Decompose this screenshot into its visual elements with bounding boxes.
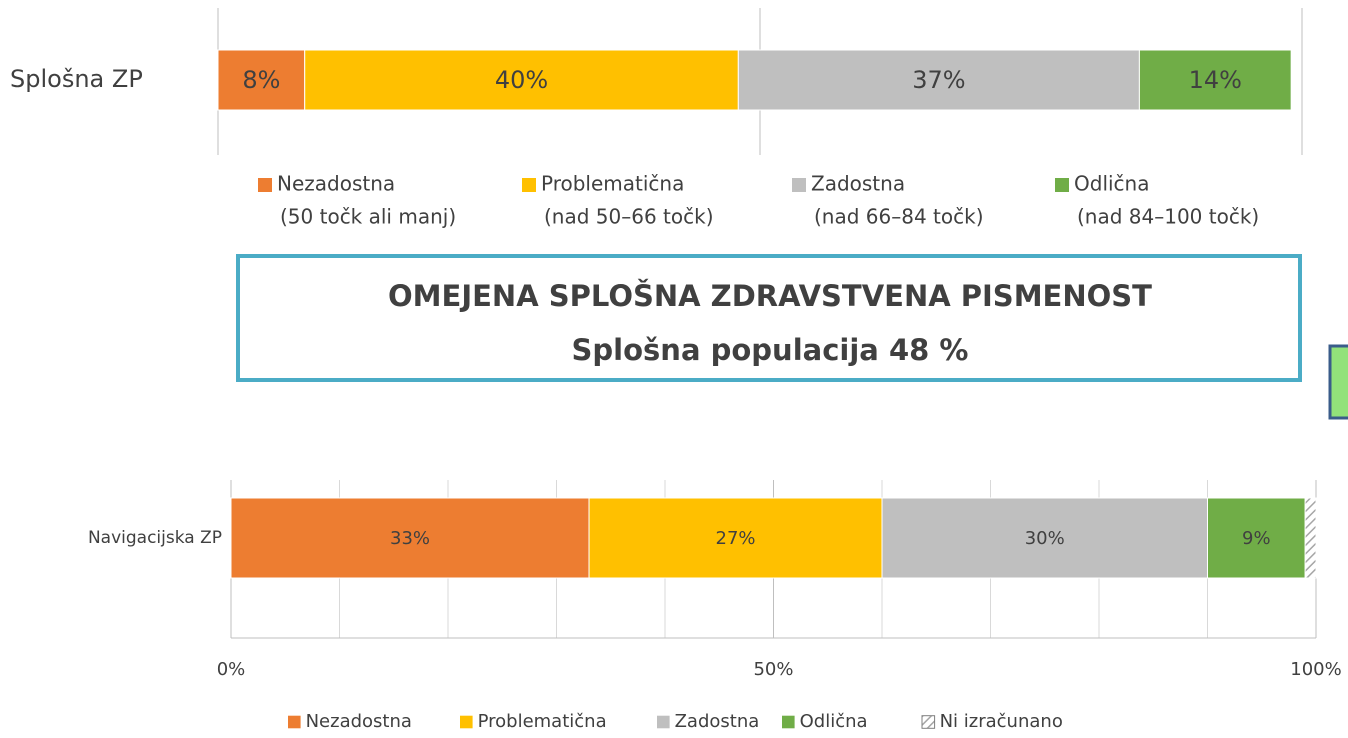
bar-segment — [1138, 49, 1292, 111]
x-tick-label: 0% — [217, 659, 246, 680]
bar-segment — [230, 497, 590, 579]
data-label: 8% — [242, 66, 280, 94]
legend-label: Nezadostna — [306, 711, 412, 732]
data-label: 27% — [716, 528, 756, 549]
bar-segment — [217, 49, 306, 111]
callout-box — [236, 254, 1302, 382]
data-label: 33% — [390, 528, 430, 549]
legend-swatch — [460, 715, 473, 729]
legend-swatch — [1055, 178, 1069, 192]
legend-label: Problematična — [478, 711, 607, 732]
legend-label: Ni izračunano — [940, 711, 1063, 732]
bar-segment — [304, 49, 739, 111]
legend-label: Odlična — [800, 711, 868, 732]
data-label: 9% — [1242, 528, 1271, 549]
bar-segment — [1304, 497, 1317, 579]
partial-shape — [1328, 344, 1348, 420]
legend-note: (50 točk ali manj) — [280, 205, 456, 229]
data-label: 14% — [1189, 66, 1242, 94]
legend-swatch — [288, 715, 301, 729]
data-label: 40% — [495, 66, 548, 94]
data-label: 30% — [1025, 528, 1065, 549]
x-tick-label: 50% — [753, 659, 793, 680]
legend-label: Odlična — [1074, 172, 1149, 196]
legend-label: Zadostna — [675, 711, 760, 732]
category-label: Navigacijska ZP — [88, 528, 222, 548]
legend-note: (nad 66–84 točk) — [814, 205, 984, 229]
legend-swatch — [782, 715, 795, 729]
legend-label: Nezadostna — [277, 172, 395, 196]
bar-segment — [881, 497, 1208, 579]
legend-note: (nad 50–66 točk) — [544, 205, 714, 229]
callout-line: OMEJENA SPLOŠNA ZDRAVSTVENA PISMENOST — [388, 279, 1152, 313]
legend-swatch — [258, 178, 272, 192]
callout-line: Splošna populacija 48 % — [572, 333, 969, 367]
legend-label: Problematična — [541, 172, 684, 196]
bar-segment — [1207, 497, 1306, 579]
legend-label: Zadostna — [811, 172, 905, 196]
bar-segment — [737, 49, 1140, 111]
x-tick-label: 100% — [1290, 659, 1341, 680]
legend-swatch — [657, 715, 670, 729]
legend-note: (nad 84–100 točk) — [1077, 205, 1259, 229]
bar-segment — [588, 497, 883, 579]
category-label: Splošna ZP — [10, 65, 143, 93]
legend-swatch — [792, 178, 806, 192]
legend-swatch — [921, 715, 936, 729]
legend-swatch — [522, 178, 536, 192]
data-label: 37% — [912, 66, 965, 94]
